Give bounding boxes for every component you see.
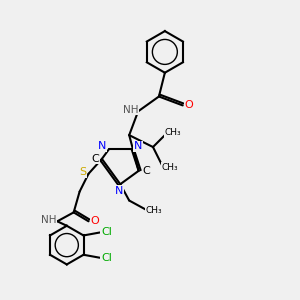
Text: Cl: Cl — [101, 253, 112, 263]
Text: C: C — [142, 166, 150, 176]
Text: N: N — [134, 141, 142, 151]
Text: NH: NH — [41, 215, 56, 225]
Text: S: S — [79, 167, 86, 177]
Text: C: C — [92, 154, 99, 164]
Text: N: N — [115, 186, 123, 196]
Text: O: O — [184, 100, 193, 110]
Text: N: N — [98, 141, 106, 151]
Text: CH₃: CH₃ — [165, 128, 181, 137]
Text: CH₃: CH₃ — [146, 206, 162, 215]
Text: CH₃: CH₃ — [162, 163, 178, 172]
Text: NH: NH — [123, 105, 138, 115]
Text: Cl: Cl — [101, 227, 112, 238]
Text: O: O — [90, 216, 99, 226]
